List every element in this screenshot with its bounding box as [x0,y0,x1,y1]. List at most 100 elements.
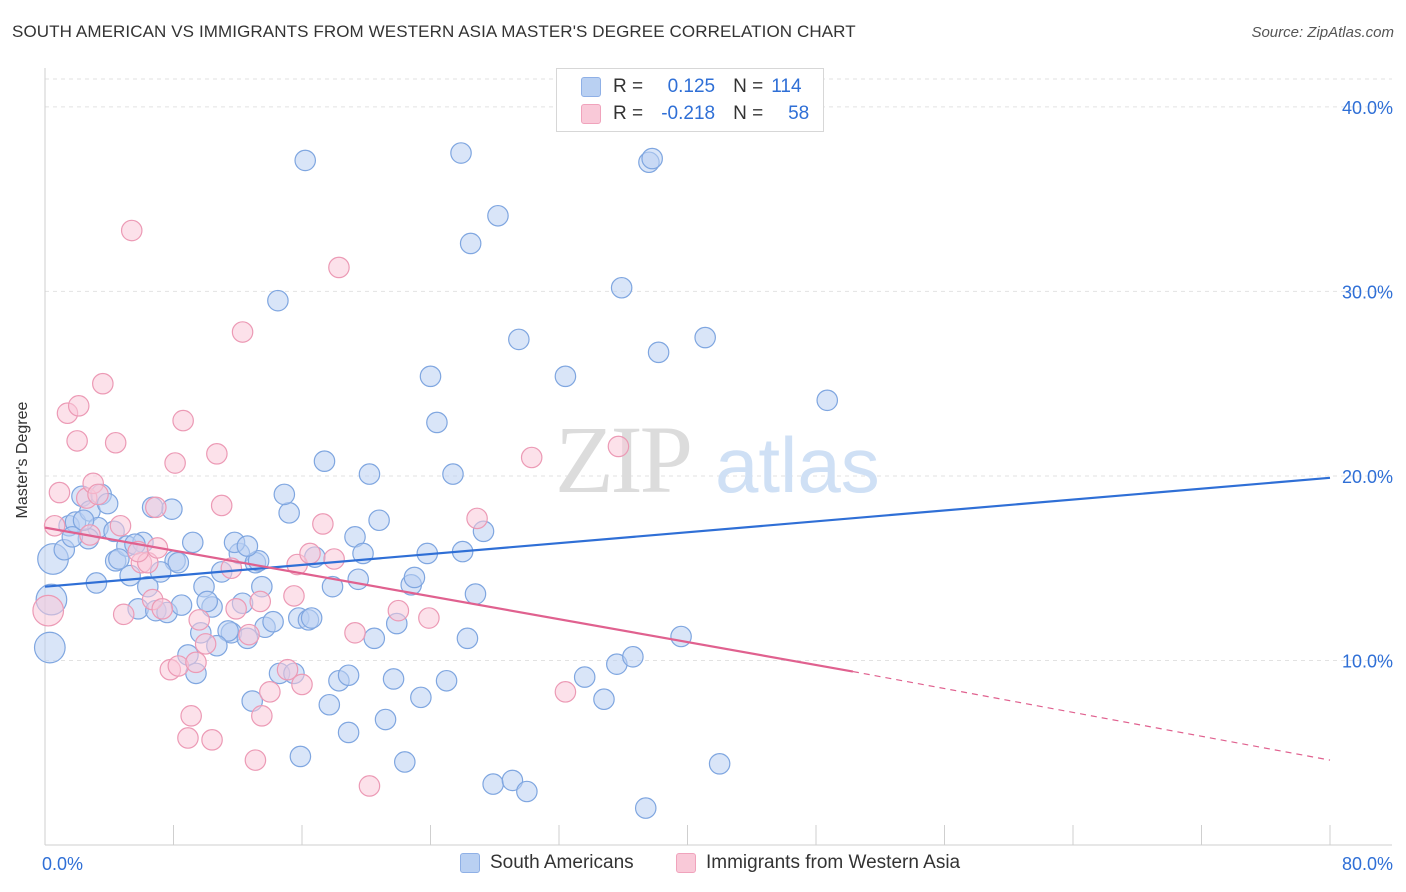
data-point [145,496,167,519]
data-point [278,502,300,524]
data-point [120,219,143,242]
data-point [419,365,442,388]
legend-n-label: N = [733,76,764,97]
bottom-legend-label: South Americans [490,852,634,873]
data-point [456,627,479,650]
data-point [87,483,109,506]
x-tick-label: 0.0% [42,854,83,874]
data-point [337,664,360,687]
data-point [464,583,487,605]
data-point [262,610,284,633]
legend-r-label: R = [613,103,644,124]
data-point [442,463,464,485]
data-point [217,620,239,642]
chart-title: SOUTH AMERICAN VS IMMIGRANTS FROM WESTER… [12,22,856,41]
data-point [194,633,217,655]
data-point [196,590,219,613]
data-point [670,625,692,648]
data-point [32,594,65,627]
data-point [403,566,426,589]
data-point [466,507,488,530]
data-point [181,531,204,554]
data-point [299,542,321,565]
series-western-asia [32,219,630,797]
legend-n-value: 114 [771,76,802,97]
data-point [294,149,317,172]
data-point [321,575,344,598]
data-point [273,483,296,506]
trend-lines [44,476,1331,761]
bottom-legend-south-americans: South Americans [460,852,634,874]
data-point [520,446,543,469]
data-point [170,594,193,616]
data-point [180,705,202,727]
legend-r-value: 0.125 [667,76,716,97]
data-point [164,452,186,474]
legend-row-western-asia: R = -0.218 N = 58 [581,102,809,126]
data-point [104,431,127,454]
data-point [244,749,267,771]
data-point [318,693,341,716]
data-point [487,204,509,227]
data-point [368,509,390,532]
data-point [501,769,524,792]
data-point [816,389,839,412]
stats-legend: R = 0.125 N = 114 R = -0.218 N = 58 [556,68,824,132]
data-point [220,557,243,580]
gridlines [45,78,1392,661]
data-point [426,411,448,434]
data-point [622,645,644,668]
data-point [48,481,71,504]
data-point [276,658,299,681]
data-point [167,655,190,677]
data-point [283,585,305,607]
data-point [374,708,397,731]
y-axis-label: Master's Degree [14,401,31,519]
data-point [300,607,323,629]
data-point [410,686,432,709]
data-point [554,681,577,703]
legend-n-label: N = [733,103,764,124]
data-point [393,751,416,773]
data-point [573,666,596,688]
tick-labels: 10.0% 20.0% 30.0% 40.0% 0.0% 80.0% [42,98,1393,874]
data-point [516,780,538,803]
trend-line-south-americans [44,476,1331,588]
legend-n-value: 58 [788,103,810,124]
data-point [92,372,114,395]
bottom-legend-swatch-blue [460,853,480,873]
data-point [634,797,657,819]
data-point [418,607,440,629]
data-point [312,513,334,535]
data-point [177,727,199,749]
data-point [708,753,731,775]
bottom-legend-swatch-pink [676,853,696,873]
legend-r-label: R = [613,76,644,97]
data-point [259,681,281,703]
series-south-americans [33,142,839,819]
data-point [66,430,88,452]
data-point [33,631,66,664]
data-point [593,688,615,711]
data-point [328,256,350,279]
data-point [112,603,135,626]
data-point [109,514,132,537]
data-point [43,514,66,537]
data-point [482,773,504,795]
x-tick-label: 80.0% [1342,854,1393,874]
axes [44,68,1392,846]
data-point [647,341,670,364]
y-tick-label: 40.0% [1342,98,1393,118]
y-tick-label: 30.0% [1342,282,1393,302]
data-point [289,745,312,768]
bottom-legend-label: Immigrants from Western Asia [706,852,961,873]
data-point [291,673,313,696]
data-point [267,289,289,312]
watermark-atlas: atlas [715,421,880,509]
data-point [236,535,259,557]
trend-line-western-asia-extension [852,670,1331,761]
data-point [323,548,345,570]
source-label: Source: ZipAtlas.com [1251,24,1394,41]
data-point [435,669,458,692]
